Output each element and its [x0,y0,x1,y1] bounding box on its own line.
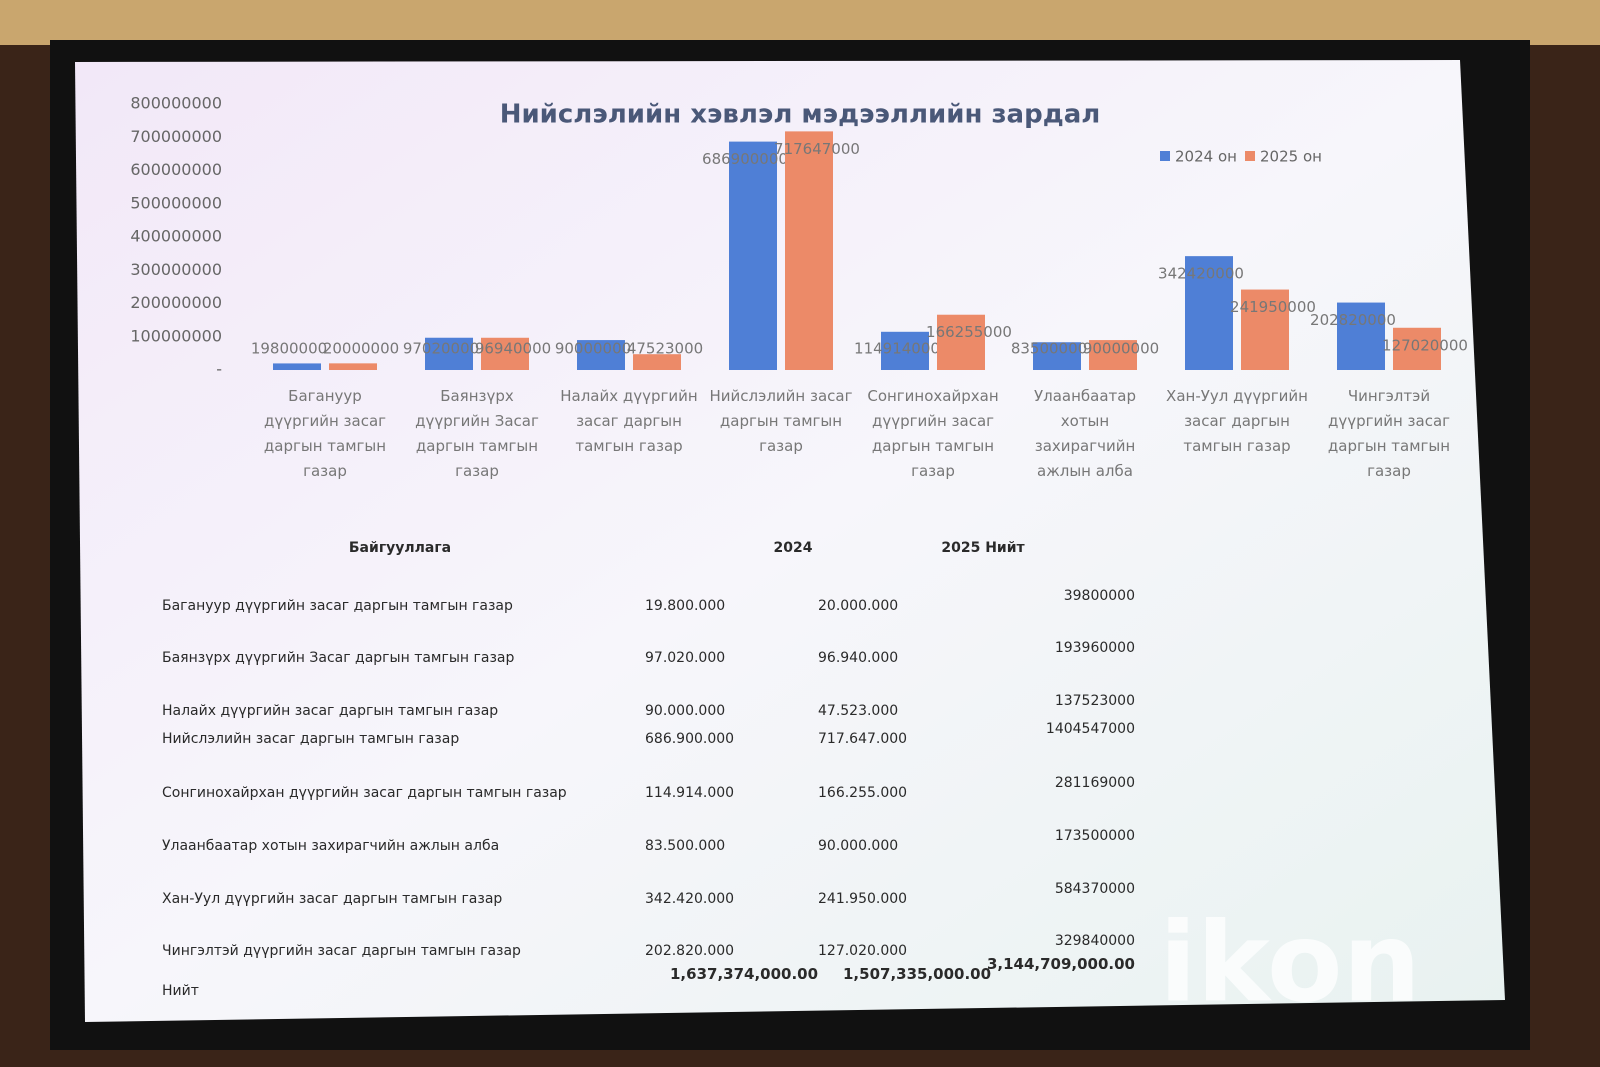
table-cell: 90.000.000 [818,838,899,854]
watermark: ikon [1159,898,1421,1026]
bar [481,337,529,370]
table-cell: 47.523.000 [818,703,899,719]
bar [633,354,681,370]
bar [1033,342,1081,370]
data-label: 202820000 [1310,311,1396,329]
x-tick-label: Налайх дүүргийн засаг даргын тамгын газа… [560,387,698,455]
table-row-name: Чингэлтэй дүүргийн засаг даргын тамгын г… [162,943,521,959]
bar [1393,327,1441,370]
data-label: 717647000 [774,140,860,158]
y-tick-label: 100000000 [130,326,222,345]
table-header: 2025 Нийт [941,540,1025,556]
data-label: 114914000 [854,340,940,358]
table-cell: 193960000 [1054,640,1135,656]
bar [1185,256,1233,370]
table-row-name: Улаанбаатар хотын захирагчийн ажлын алба [162,838,500,854]
data-label: 127020000 [1382,336,1468,354]
table-cell: 329840000 [1054,933,1135,949]
bar [1241,289,1289,370]
table-row-name: Баянзүрх дүүргийн Засаг даргын тамгын га… [162,650,515,666]
bar [1089,340,1137,370]
legend-swatch [1245,151,1255,161]
y-tick-label: 800000000 [130,94,222,113]
wall [0,0,1600,45]
table-cell: 1404547000 [1045,721,1135,737]
table-cell: 1,507,335,000.00 [843,965,992,983]
data-label: 97020000 [403,340,479,358]
table-cell: 241.950.000 [818,891,908,907]
table-cell: 342.420.000 [645,891,735,907]
table-cell: 39800000 [1063,588,1135,604]
table-cell: 97.020.000 [645,650,726,666]
table-header: Байгууллага [348,540,452,556]
x-tick-label: Нийслэлийн засаг даргын тамгын газар [709,387,853,455]
table-row-name: Налайх дүүргийн засаг даргын тамгын газа… [162,703,499,719]
y-tick-label: 200000000 [130,293,222,312]
x-tick-label: Баянзүрх дүүргийн Засаг даргын тамгын га… [415,387,539,480]
y-tick-label: 600000000 [130,160,222,179]
table-cell: 1,637,374,000.00 [670,965,819,983]
table-cell: 173500000 [1054,828,1135,844]
x-tick-label: Улаанбаатар хотын захирагчийн ажлын алба [1033,387,1136,480]
data-label: 83500000 [1011,340,1087,358]
legend-swatch [1160,151,1170,161]
x-tick-label: Багануур дүүргийн засаг даргын тамгын га… [263,387,387,480]
x-tick-label: Сонгинохайрхан дүүргийн засаг даргын там… [867,387,999,480]
x-tick-label: Чингэлтэй дүүргийн засаг даргын тамгын г… [1327,387,1451,480]
data-label: 90000000 [555,340,631,358]
table-cell: 584370000 [1054,881,1135,897]
y-tick-label: 500000000 [130,193,222,212]
table-cell: 166.255.000 [818,785,908,801]
data-label: 96940000 [475,340,551,358]
bar [937,314,985,370]
table-cell: 114.914.000 [645,785,735,801]
table-cell: 686.900.000 [645,731,735,747]
bar [273,363,321,370]
x-tick-label: Хан-Уул дүүргийн засаг даргын тамгын газ… [1166,387,1308,455]
bar [729,141,777,370]
bar [577,340,625,370]
screen [75,60,1505,1022]
data-label: 166255000 [926,323,1012,341]
table-header: 2024 [773,540,813,556]
bar [785,131,833,370]
bar [1337,302,1385,370]
table-row-name: Хан-Уул дүүргийн засаг даргын тамгын газ… [162,891,503,907]
data-label: 47523000 [627,340,703,358]
y-tick-label: 400000000 [130,227,222,246]
table-cell: 20.000.000 [818,598,899,614]
chart-title: Нийслэлийн хэвлэл мэдээллийн зардал [500,100,1101,130]
data-label: 241950000 [1230,298,1316,316]
table-cell: 96.940.000 [818,650,899,666]
data-label: 342420000 [1158,265,1244,283]
bar [329,363,377,370]
table-cell: 281169000 [1054,775,1135,791]
y-tick-label: - [216,360,222,379]
bar [881,331,929,370]
table-cell: 717.647.000 [818,731,908,747]
table-cell: 83.500.000 [645,838,726,854]
table-row-name: Багануур дүүргийн засаг даргын тамгын га… [162,598,513,614]
table-cell: 127.020.000 [818,943,908,959]
table-row-name: Нийслэлийн засаг даргын тамгын газар [162,731,460,747]
y-tick-label: 300000000 [130,260,222,279]
table-row-name: Нийт [162,983,199,999]
legend-label: 2024 он [1175,148,1237,166]
bar [425,337,473,370]
data-label: 19800000 [251,340,327,358]
table-cell: 202.820.000 [645,943,735,959]
table-cell: 90.000.000 [645,703,726,719]
y-tick-label: 700000000 [130,127,222,146]
data-label: 686900000 [702,150,788,168]
data-label: 20000000 [323,340,399,358]
table-cell: 19.800.000 [645,598,726,614]
table-row-name: Сонгинохайрхан дүүргийн засаг даргын там… [162,785,567,801]
table-cell: 137523000 [1054,693,1135,709]
data-label: 90000000 [1083,340,1159,358]
legend-label: 2025 он [1260,148,1322,166]
table-cell: 3,144,709,000.00 [986,955,1135,973]
